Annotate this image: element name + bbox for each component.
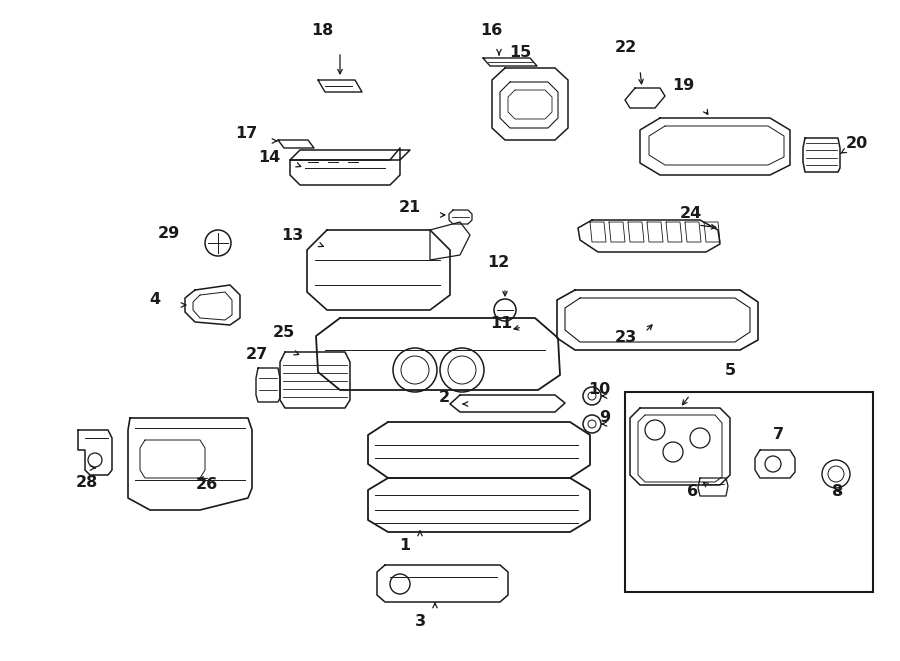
- Text: 17: 17: [235, 126, 257, 141]
- Text: 27: 27: [246, 347, 268, 362]
- Text: 25: 25: [273, 325, 295, 340]
- Text: 8: 8: [832, 484, 843, 499]
- Bar: [625, 392, 873, 592]
- Text: 16: 16: [480, 23, 502, 38]
- Text: 2: 2: [439, 391, 450, 405]
- Text: 11: 11: [490, 315, 512, 330]
- Text: 24: 24: [680, 206, 702, 221]
- Text: 12: 12: [487, 255, 509, 270]
- Text: 6: 6: [688, 484, 698, 499]
- Text: 7: 7: [772, 427, 784, 442]
- Text: 23: 23: [615, 330, 637, 345]
- Text: 22: 22: [615, 40, 637, 55]
- Text: 20: 20: [846, 136, 868, 151]
- Text: 29: 29: [158, 227, 180, 241]
- Text: 19: 19: [672, 78, 694, 93]
- Text: 3: 3: [414, 614, 426, 629]
- Text: 21: 21: [399, 200, 421, 215]
- Text: 13: 13: [281, 229, 303, 243]
- Text: 5: 5: [724, 363, 735, 378]
- Text: 26: 26: [196, 477, 218, 492]
- Text: 14: 14: [257, 151, 280, 165]
- Text: 9: 9: [598, 410, 610, 426]
- Text: 4: 4: [148, 292, 160, 307]
- Text: 18: 18: [310, 23, 333, 38]
- Text: 10: 10: [588, 383, 610, 397]
- Text: 28: 28: [76, 475, 98, 490]
- Text: 1: 1: [400, 538, 410, 553]
- Text: 15: 15: [508, 45, 531, 60]
